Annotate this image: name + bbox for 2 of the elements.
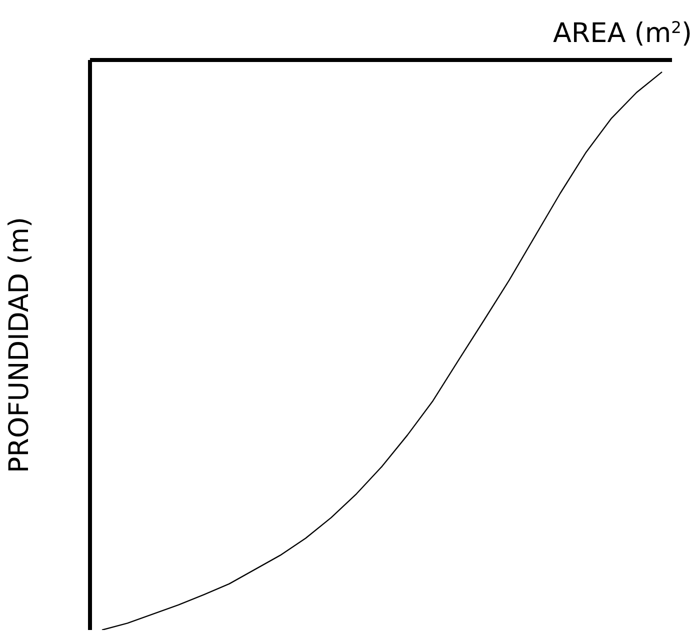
x-axis-title: AREA (m$^{2}$) — [552, 18, 692, 49]
y-axis-title: PROFUNDIDAD (m) — [4, 216, 35, 474]
